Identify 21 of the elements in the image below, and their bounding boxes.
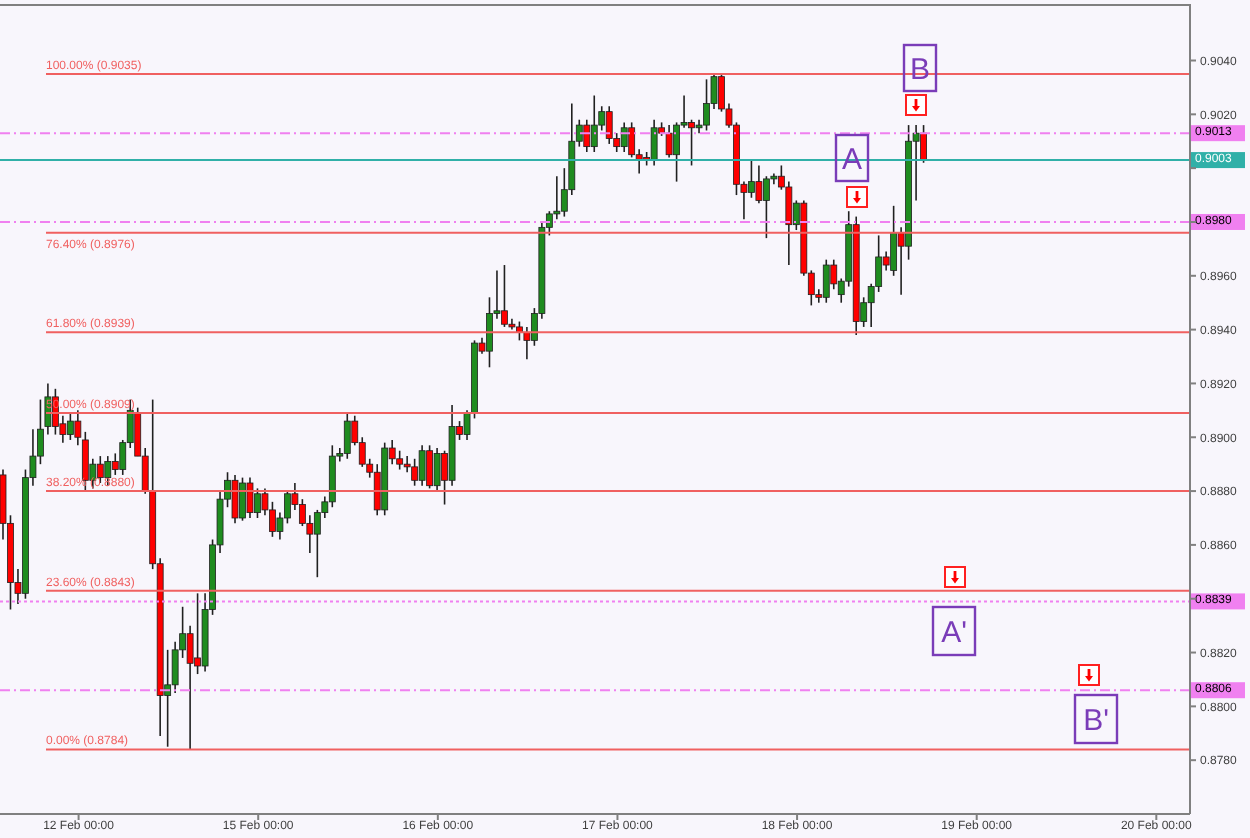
candlestick [231,474,239,525]
candlestick [418,444,426,487]
annotation: A' [941,615,968,649]
candlestick [755,164,763,204]
candlestick [411,457,419,487]
candlestick [246,476,254,519]
candlestick [583,118,591,153]
candlestick [254,487,261,519]
candlestick [703,78,710,132]
annotation: B' [1083,703,1110,737]
candlestick [343,412,351,460]
candlestick [620,121,628,153]
candlestick [426,444,433,490]
candlestick [66,412,74,441]
candlestick [239,476,246,522]
candlestick [650,118,658,167]
candlestick [590,94,598,153]
candlestick [822,258,830,304]
candlestick [665,124,673,159]
candlestick [501,264,508,328]
candlestick [605,105,613,145]
